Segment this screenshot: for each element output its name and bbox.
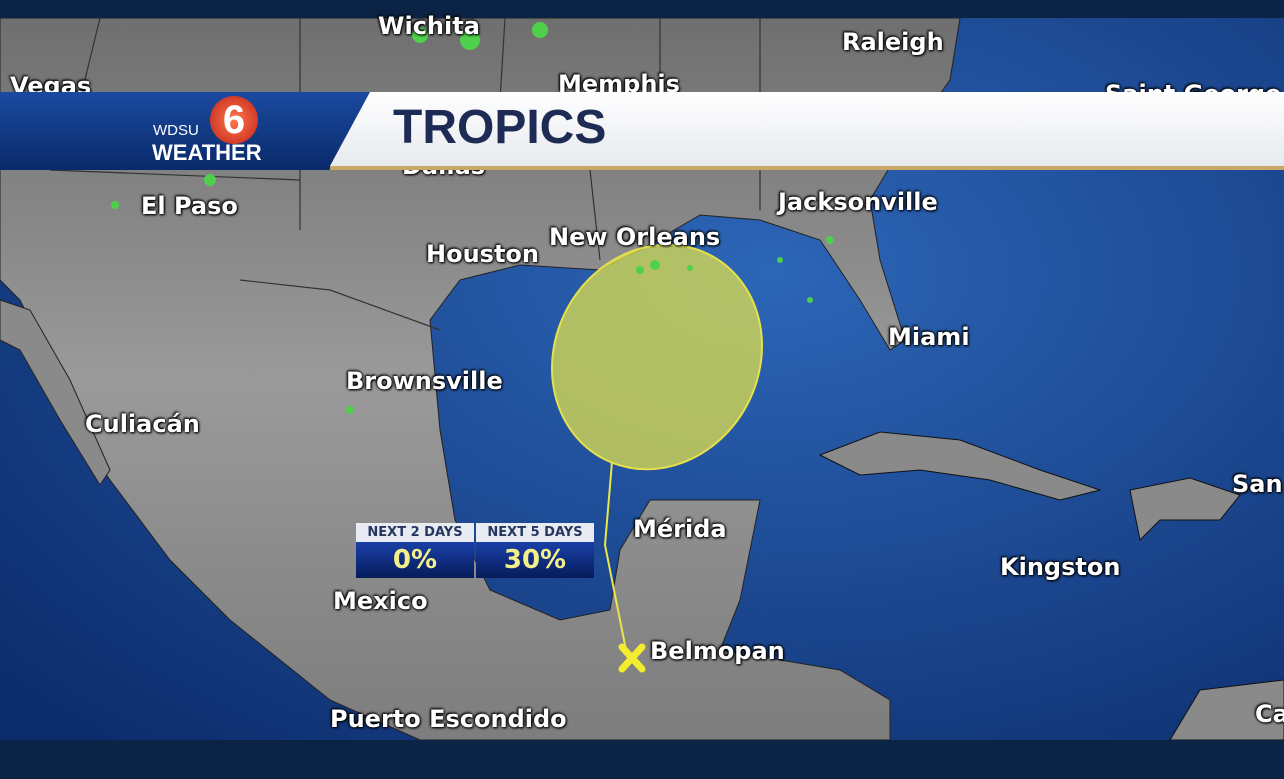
city-label: Raleigh (842, 28, 944, 56)
brand-name: WEATHER (152, 140, 262, 165)
city-label: Houston (426, 240, 539, 268)
station-name: WDSU (153, 122, 199, 139)
cone-of-development (550, 243, 764, 656)
cuba (818, 431, 1102, 501)
two-day-label: NEXT 2 DAYS (356, 523, 474, 542)
radar-echoes (111, 22, 834, 414)
logo-background (0, 92, 370, 170)
five-day-value: 30% (476, 542, 594, 578)
bottom-border (0, 740, 1284, 779)
x-icon (618, 643, 646, 673)
city-label: Culiacán (85, 410, 200, 438)
north-america-land (0, 18, 961, 740)
city-label: Wichita (378, 12, 480, 40)
accent-stripe (330, 166, 1284, 170)
city-label: Kingston (1000, 553, 1121, 581)
formation-chance-box: NEXT 2 DAYS NEXT 5 DAYS 0% 30% (356, 523, 596, 579)
title-background (330, 92, 1284, 166)
baja-peninsula (0, 299, 111, 486)
city-label: El Paso (141, 192, 238, 220)
city-label: Ca (1255, 700, 1284, 728)
city-label: Mexico (333, 587, 428, 615)
city-label: Brownsville (346, 367, 503, 395)
city-label: Mérida (633, 515, 727, 543)
hispaniola (1129, 477, 1241, 542)
page-title: TROPICS (393, 101, 607, 154)
two-day-value: 0% (356, 542, 474, 578)
city-label: New Orleans (549, 223, 721, 251)
central-america-east (1169, 679, 1284, 740)
city-label: Puerto Escondido (330, 705, 567, 733)
city-label: Belmopan (650, 637, 785, 665)
city-label: Jacksonville (778, 188, 938, 216)
city-label: Miami (888, 323, 970, 351)
five-day-label: NEXT 5 DAYS (476, 523, 594, 542)
header-banner: 6 WDSU WEATHER TROPICS (0, 92, 1284, 170)
channel-logo: 6 (210, 96, 258, 144)
city-label: San (1232, 470, 1283, 498)
